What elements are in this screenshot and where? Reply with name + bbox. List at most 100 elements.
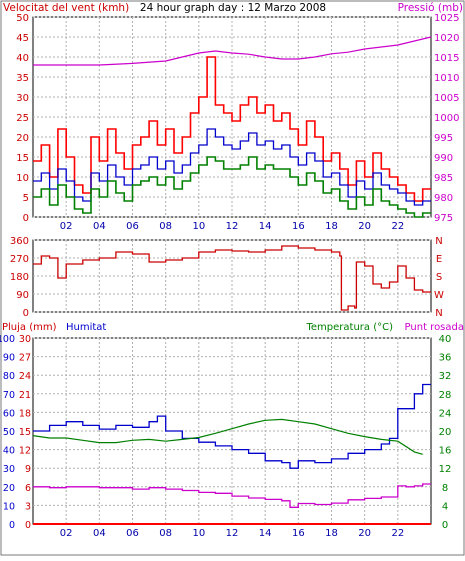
climate-x-tick-label: 08 bbox=[159, 528, 172, 539]
wind-x-tick-label: 02 bbox=[60, 221, 73, 232]
temperature-y-tick-label: 8 bbox=[442, 483, 448, 494]
climate-x-tick-label: 06 bbox=[126, 528, 139, 539]
pressure-y-tick-label: 1010 bbox=[434, 73, 459, 84]
temperature-y-tick-label: 40 bbox=[439, 334, 452, 345]
humidity-y-tick-label: 0 bbox=[9, 520, 15, 531]
temperature-y-tick-label: 20 bbox=[439, 427, 452, 438]
temperature-axis-title: Temperatura (°C) bbox=[305, 322, 393, 333]
pressure-y-tick-label: 1000 bbox=[434, 113, 459, 124]
wind-y-tick-label: 15 bbox=[16, 153, 29, 164]
humidity-axis-title: Humitat bbox=[66, 322, 106, 333]
pressure-y-tick-label: 1025 bbox=[434, 13, 459, 24]
wind-x-tick-label: 10 bbox=[192, 221, 205, 232]
temperature-y-tick-label: 0 bbox=[442, 520, 448, 531]
wind-y-tick-label: 30 bbox=[16, 93, 29, 104]
direction-compass-label: S bbox=[436, 272, 442, 283]
temperature-axis-title-text: Temperatura (°C) bbox=[305, 322, 393, 333]
humidity-y-tick-label: 20 bbox=[3, 483, 15, 494]
rain-y-tick-label: 3 bbox=[25, 501, 31, 512]
climate-x-tick-label: 16 bbox=[292, 528, 305, 539]
rain-y-tick-label: 27 bbox=[19, 353, 31, 364]
wind-y-tick-label: 45 bbox=[16, 33, 29, 44]
climate-x-tick-label: 10 bbox=[192, 528, 205, 539]
wind-y-tick-label: 10 bbox=[16, 173, 29, 184]
humidity-y-tick-label: 40 bbox=[3, 446, 15, 457]
temperature-series-line bbox=[32, 418, 423, 455]
wind-x-tick-label: 12 bbox=[226, 221, 239, 232]
direction-compass-label: N bbox=[435, 236, 442, 247]
rain-y-tick-label: 0 bbox=[25, 520, 31, 531]
pressure-y-tick-label: 975 bbox=[434, 213, 453, 224]
humidity-y-tick-label: 80 bbox=[3, 371, 15, 382]
rain-y-tick-label: 9 bbox=[25, 464, 31, 475]
pressure-y-tick-label: 1015 bbox=[434, 53, 459, 64]
pressure-y-tick-label: 1005 bbox=[434, 93, 459, 104]
temperature-y-tick-label: 4 bbox=[442, 501, 448, 512]
direction-compass-label: W bbox=[434, 290, 444, 301]
direction-y-tick-label: 360 bbox=[10, 236, 29, 247]
wind-y-tick-label: 0 bbox=[23, 213, 29, 224]
dewpoint-axis-title: Punt rosada bbox=[405, 322, 464, 333]
graph-title: 24 hour graph day : 12 Marzo 2008 bbox=[140, 2, 326, 14]
humidity-series-line bbox=[33, 383, 431, 469]
pressure-series-line bbox=[33, 36, 432, 66]
humidity-y-tick-label: 90 bbox=[3, 353, 15, 364]
climate-x-tick-label: 02 bbox=[60, 528, 73, 539]
wind-y-tick-label: 50 bbox=[16, 13, 29, 24]
direction-y-tick-label: 180 bbox=[10, 272, 29, 283]
dewpoint-series-line bbox=[33, 483, 431, 508]
wind-y-tick-label: 35 bbox=[16, 73, 29, 84]
wind-x-tick-label: 04 bbox=[93, 221, 106, 232]
wind-y-tick-label: 5 bbox=[23, 193, 29, 204]
rain-y-tick-label: 15 bbox=[19, 427, 31, 438]
wind-x-tick-label: 20 bbox=[358, 221, 371, 232]
humidity-y-tick-label: 10 bbox=[3, 501, 15, 512]
pressure-y-tick-label: 990 bbox=[434, 153, 453, 164]
humidity-y-tick-label: 100 bbox=[0, 334, 15, 345]
temperature-y-tick-label: 32 bbox=[439, 371, 452, 382]
pressure-y-tick-label: 980 bbox=[434, 193, 453, 204]
pressure-axis-title: Pressió (mb) bbox=[398, 2, 463, 14]
rain-y-tick-label: 21 bbox=[19, 390, 31, 401]
rain-y-tick-label: 6 bbox=[25, 483, 31, 494]
temperature-y-tick-label: 28 bbox=[439, 390, 452, 401]
temperature-y-tick-label: 16 bbox=[439, 446, 452, 457]
humidity-y-tick-label: 30 bbox=[3, 464, 15, 475]
rain-y-tick-label: 12 bbox=[19, 446, 31, 457]
pressure-y-tick-label: 995 bbox=[434, 133, 453, 144]
temperature-y-tick-label: 12 bbox=[439, 464, 452, 475]
wind-min-series-line bbox=[33, 156, 431, 218]
direction-compass-label: E bbox=[436, 254, 442, 265]
rain-y-tick-label: 24 bbox=[19, 371, 31, 382]
climate-x-tick-label: 12 bbox=[226, 528, 239, 539]
pressure-y-tick-label: 1020 bbox=[434, 33, 459, 44]
direction-series-line bbox=[33, 245, 431, 311]
pressure-y-tick-label: 985 bbox=[434, 173, 453, 184]
rain-axis-title: Pluja (mm) bbox=[2, 322, 57, 333]
wind-x-tick-label: 16 bbox=[292, 221, 305, 232]
temperature-y-tick-label: 36 bbox=[439, 353, 452, 364]
wind-y-tick-label: 40 bbox=[16, 53, 29, 64]
wind-avg-series-line bbox=[33, 128, 431, 206]
rain-y-tick-label: 18 bbox=[19, 408, 31, 419]
climate-x-tick-label: 22 bbox=[391, 528, 404, 539]
humidity-y-tick-label: 60 bbox=[3, 408, 15, 419]
direction-compass-label: N bbox=[435, 308, 442, 319]
wind-gust-series-line bbox=[33, 56, 431, 202]
climate-x-tick-label: 20 bbox=[358, 528, 371, 539]
wind-x-tick-label: 14 bbox=[259, 221, 272, 232]
direction-y-tick-label: 0 bbox=[23, 308, 29, 319]
climate-x-tick-label: 04 bbox=[93, 528, 106, 539]
wind-x-tick-label: 22 bbox=[391, 221, 404, 232]
direction-y-tick-label: 90 bbox=[16, 290, 29, 301]
humidity-y-tick-label: 70 bbox=[3, 390, 15, 401]
temperature-y-tick-label: 24 bbox=[439, 408, 452, 419]
climate-x-tick-label: 14 bbox=[259, 528, 272, 539]
wind-speed-axis-title: Velocitat del vent (kmh) bbox=[3, 2, 129, 14]
wind-x-tick-label: 08 bbox=[159, 221, 172, 232]
climate-x-tick-label: 18 bbox=[325, 528, 338, 539]
wind-y-tick-label: 25 bbox=[16, 113, 29, 124]
direction-y-tick-label: 270 bbox=[10, 254, 29, 265]
